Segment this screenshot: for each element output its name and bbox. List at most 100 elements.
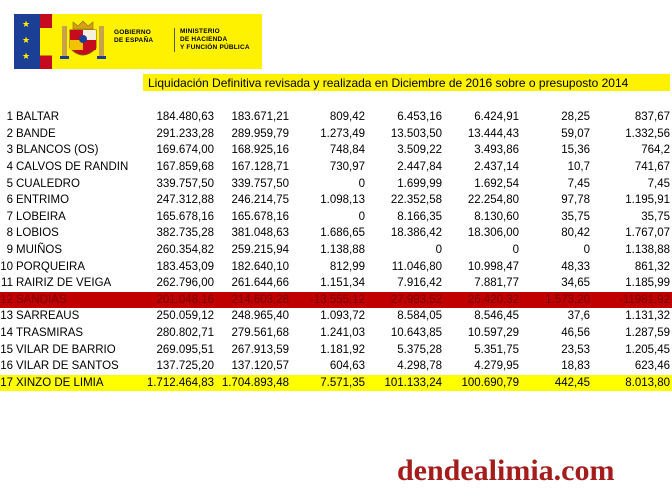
value-col-1: 183.453,09 — [156, 260, 214, 273]
value-col-3: 730,97 — [329, 161, 365, 174]
value-col-2: 279.561,68 — [231, 327, 289, 340]
value-col-6: 59,07 — [561, 127, 590, 140]
value-col-7: 837,67 — [634, 111, 670, 124]
municipality-name: SARREAUS — [16, 310, 80, 323]
value-col-2: 168.925,16 — [231, 144, 289, 157]
table-body: 1 BALTAR 184.480,63 183.671,21 809,42 6.453,1… — [0, 109, 672, 392]
value-col-5: 1.692,54 — [474, 177, 519, 190]
municipality-name: ENTRIMO — [16, 194, 70, 207]
value-col-5: 10.597,29 — [467, 327, 519, 340]
table-row: 17 XINZO DE LIMIA 1.712.464,83 1.704.893,48… — [0, 374, 672, 392]
value-col-4: 3.509,22 — [397, 144, 442, 157]
value-col-3: 1.098,13 — [320, 194, 365, 207]
value-col-5: 100.690,79 — [444, 374, 521, 392]
value-col-2: 261.644,66 — [231, 277, 289, 290]
row-number: 17 — [0, 374, 16, 392]
government-line1: GOBIERNO — [114, 29, 151, 36]
value-col-4: 5.375,28 — [397, 343, 442, 356]
value-col-2: 289.959,79 — [231, 127, 289, 140]
value-col-5: 6.424,91 — [474, 111, 519, 124]
value-col-2: 339.757,50 — [231, 177, 289, 190]
row-number: 2 — [6, 127, 13, 140]
table-row: 13 SARREAUS 250.059,12 248.965,40 1.093,72 8.… — [0, 308, 672, 325]
table-row: 8 LOBIOS 382.735,28 381.048,63 1.686,65 18.38… — [0, 225, 672, 242]
municipality-name: LOBEIRA — [16, 210, 66, 223]
value-col-5: 8.546,45 — [474, 310, 519, 323]
value-col-7: 1.287,59 — [625, 327, 670, 340]
value-col-2: 1.704.893,48 — [216, 374, 291, 392]
value-col-4: 1.699,99 — [397, 177, 442, 190]
value-col-2: 183.671,21 — [231, 111, 289, 124]
value-col-1: 137.725,20 — [156, 360, 214, 373]
value-col-1: 167.859,68 — [156, 161, 214, 174]
value-col-1: 247.312,88 — [156, 194, 214, 207]
value-col-4: 8.584,05 — [397, 310, 442, 323]
value-col-5: 4.279,95 — [474, 360, 519, 373]
value-col-4: 8.166,35 — [397, 210, 442, 223]
municipality-name: BALTAR — [16, 111, 60, 124]
value-col-2: 165.678,16 — [231, 210, 289, 223]
value-col-2: 167.128,71 — [231, 161, 289, 174]
value-col-5: 7.881,77 — [474, 277, 519, 290]
table-row: 9 MUIÑOS 260.354,82 259.215,94 1.138,88 0 0 0 1.… — [0, 242, 672, 259]
ministry-line3: Y FUNCIÓN PÚBLICA — [180, 44, 250, 51]
row-number: 10 — [0, 260, 13, 273]
value-col-3: 812,99 — [329, 260, 365, 273]
value-col-6: 7,45 — [567, 177, 590, 190]
value-col-4: 101.133,24 — [367, 374, 444, 392]
value-col-3: 604,63 — [329, 360, 365, 373]
value-col-1: 339.757,50 — [156, 177, 214, 190]
value-col-3: 1.138,88 — [320, 244, 365, 257]
site-watermark: dendealimia.com — [397, 454, 615, 487]
municipality-name: XINZO DE LIMIA — [16, 374, 144, 392]
star-icon: ★ — [22, 51, 31, 61]
value-col-1: 260.354,82 — [156, 244, 214, 257]
table-row: 3 BLANCOS (OS) 169.674,00 168.925,16 748,84 3… — [0, 142, 672, 159]
coat-of-arms-icon — [60, 20, 106, 59]
star-icon: ★ — [22, 19, 31, 29]
value-col-5: 5.351,75 — [474, 343, 519, 356]
value-col-3: 1.686,65 — [320, 227, 365, 240]
value-col-6: 97,78 — [561, 194, 590, 207]
value-col-1: 169.674,00 — [156, 144, 214, 157]
value-col-2: 267.913,59 — [231, 343, 289, 356]
municipality-name: RAIRIZ DE VEIGA — [16, 277, 112, 290]
table-row: 2 BANDE 291.233,28 289.959,79 1.273,49 13.503… — [0, 126, 672, 143]
value-col-6: 37,6 — [567, 310, 590, 323]
municipality-name: SANDIAS — [16, 291, 144, 309]
government-label: GOBIERNO DE ESPAÑA — [114, 29, 153, 45]
value-col-4: 4.298,78 — [397, 360, 442, 373]
ministry-line2: DE HACIENDA — [180, 36, 228, 43]
value-col-4: 0 — [435, 244, 442, 257]
value-col-5: 0 — [512, 244, 519, 257]
value-col-7: 623,46 — [634, 360, 670, 373]
row-number: 6 — [6, 194, 13, 207]
value-col-7: 1.138,88 — [625, 244, 670, 257]
value-col-7: 1.332,56 — [625, 127, 670, 140]
value-col-2: 381.048,63 — [231, 227, 289, 240]
value-col-5: 2.437,14 — [474, 161, 519, 174]
value-col-7: 8.013,80 — [592, 374, 672, 392]
value-col-5: 26.420,32 — [444, 291, 521, 309]
value-col-3: 1.181,92 — [320, 343, 365, 356]
value-col-5: 10.998,47 — [467, 260, 519, 273]
municipality-name: VILAR DE SANTOS — [16, 360, 119, 373]
value-col-3: 809,42 — [329, 111, 365, 124]
value-col-1: 382.735,28 — [156, 227, 214, 240]
value-col-7: 35,75 — [641, 210, 670, 223]
row-number: 8 — [6, 227, 13, 240]
value-col-6: 18,83 — [561, 360, 590, 373]
value-col-4: 22.352,58 — [390, 194, 442, 207]
table-row: 7 LOBEIRA 165.678,16 165.678,16 0 8.166,35 8.1… — [0, 209, 672, 226]
table-row: 10 PORQUEIRA 183.453,09 182.640,10 812,99 11.… — [0, 258, 672, 275]
spanish-flag-stripe — [40, 14, 52, 69]
value-col-2: 259.215,94 — [231, 244, 289, 257]
table-row: 11 RAIRIZ DE VEIGA 262.796,00 261.644,66 1.1… — [0, 275, 672, 292]
value-col-6: 28,25 — [561, 111, 590, 124]
value-col-5: 18.306,00 — [467, 227, 519, 240]
star-icon: ★ — [22, 35, 31, 45]
value-col-5: 22.254,80 — [467, 194, 519, 207]
value-col-3: 1.151,34 — [320, 277, 365, 290]
value-col-3: 7.571,35 — [291, 374, 367, 392]
municipality-name: VILAR DE BARRIO — [16, 343, 116, 356]
